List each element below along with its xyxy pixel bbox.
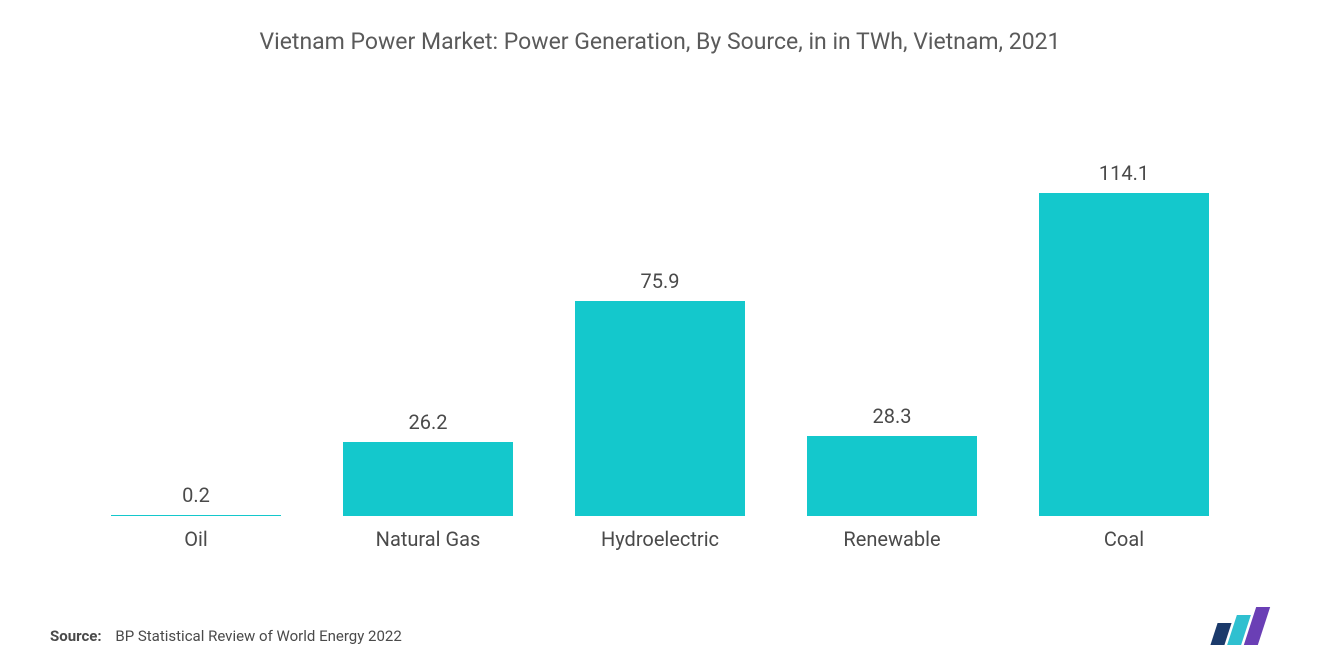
plot-area: 0.2 26.2 75.9 28.3 114.1	[50, 65, 1270, 517]
logo-bar-icon	[1244, 607, 1270, 645]
source-citation: Source: BP Statistical Review of World E…	[50, 627, 402, 645]
bar-group-renewable: 28.3	[776, 155, 1008, 516]
bar-renewable	[807, 436, 977, 516]
bar-coal	[1039, 193, 1209, 516]
category-label: Coal	[1008, 527, 1240, 551]
value-label: 28.3	[873, 404, 912, 428]
bar-oil	[111, 515, 281, 516]
category-label: Oil	[80, 527, 312, 551]
chart-title: Vietnam Power Market: Power Generation, …	[50, 28, 1270, 55]
mordor-logo-icon	[1214, 611, 1270, 645]
source-text: BP Statistical Review of World Energy 20…	[115, 627, 401, 645]
source-label: Source:	[50, 627, 102, 645]
category-label: Hydroelectric	[544, 527, 776, 551]
category-label: Natural Gas	[312, 527, 544, 551]
bar-group-natural-gas: 26.2	[312, 155, 544, 516]
value-label: 75.9	[641, 269, 680, 293]
bar-group-oil: 0.2	[80, 155, 312, 516]
bar-group-coal: 114.1	[1008, 155, 1240, 516]
chart-footer: Source: BP Statistical Review of World E…	[50, 551, 1270, 645]
bar-group-hydroelectric: 75.9	[544, 155, 776, 516]
category-axis: Oil Natural Gas Hydroelectric Renewable …	[50, 517, 1270, 551]
chart-container: Vietnam Power Market: Power Generation, …	[0, 0, 1320, 665]
value-label: 26.2	[409, 410, 448, 434]
value-label: 0.2	[182, 483, 210, 507]
bar-hydroelectric	[575, 301, 745, 516]
bar-natural-gas	[343, 442, 513, 516]
value-label: 114.1	[1099, 161, 1149, 185]
category-label: Renewable	[776, 527, 1008, 551]
